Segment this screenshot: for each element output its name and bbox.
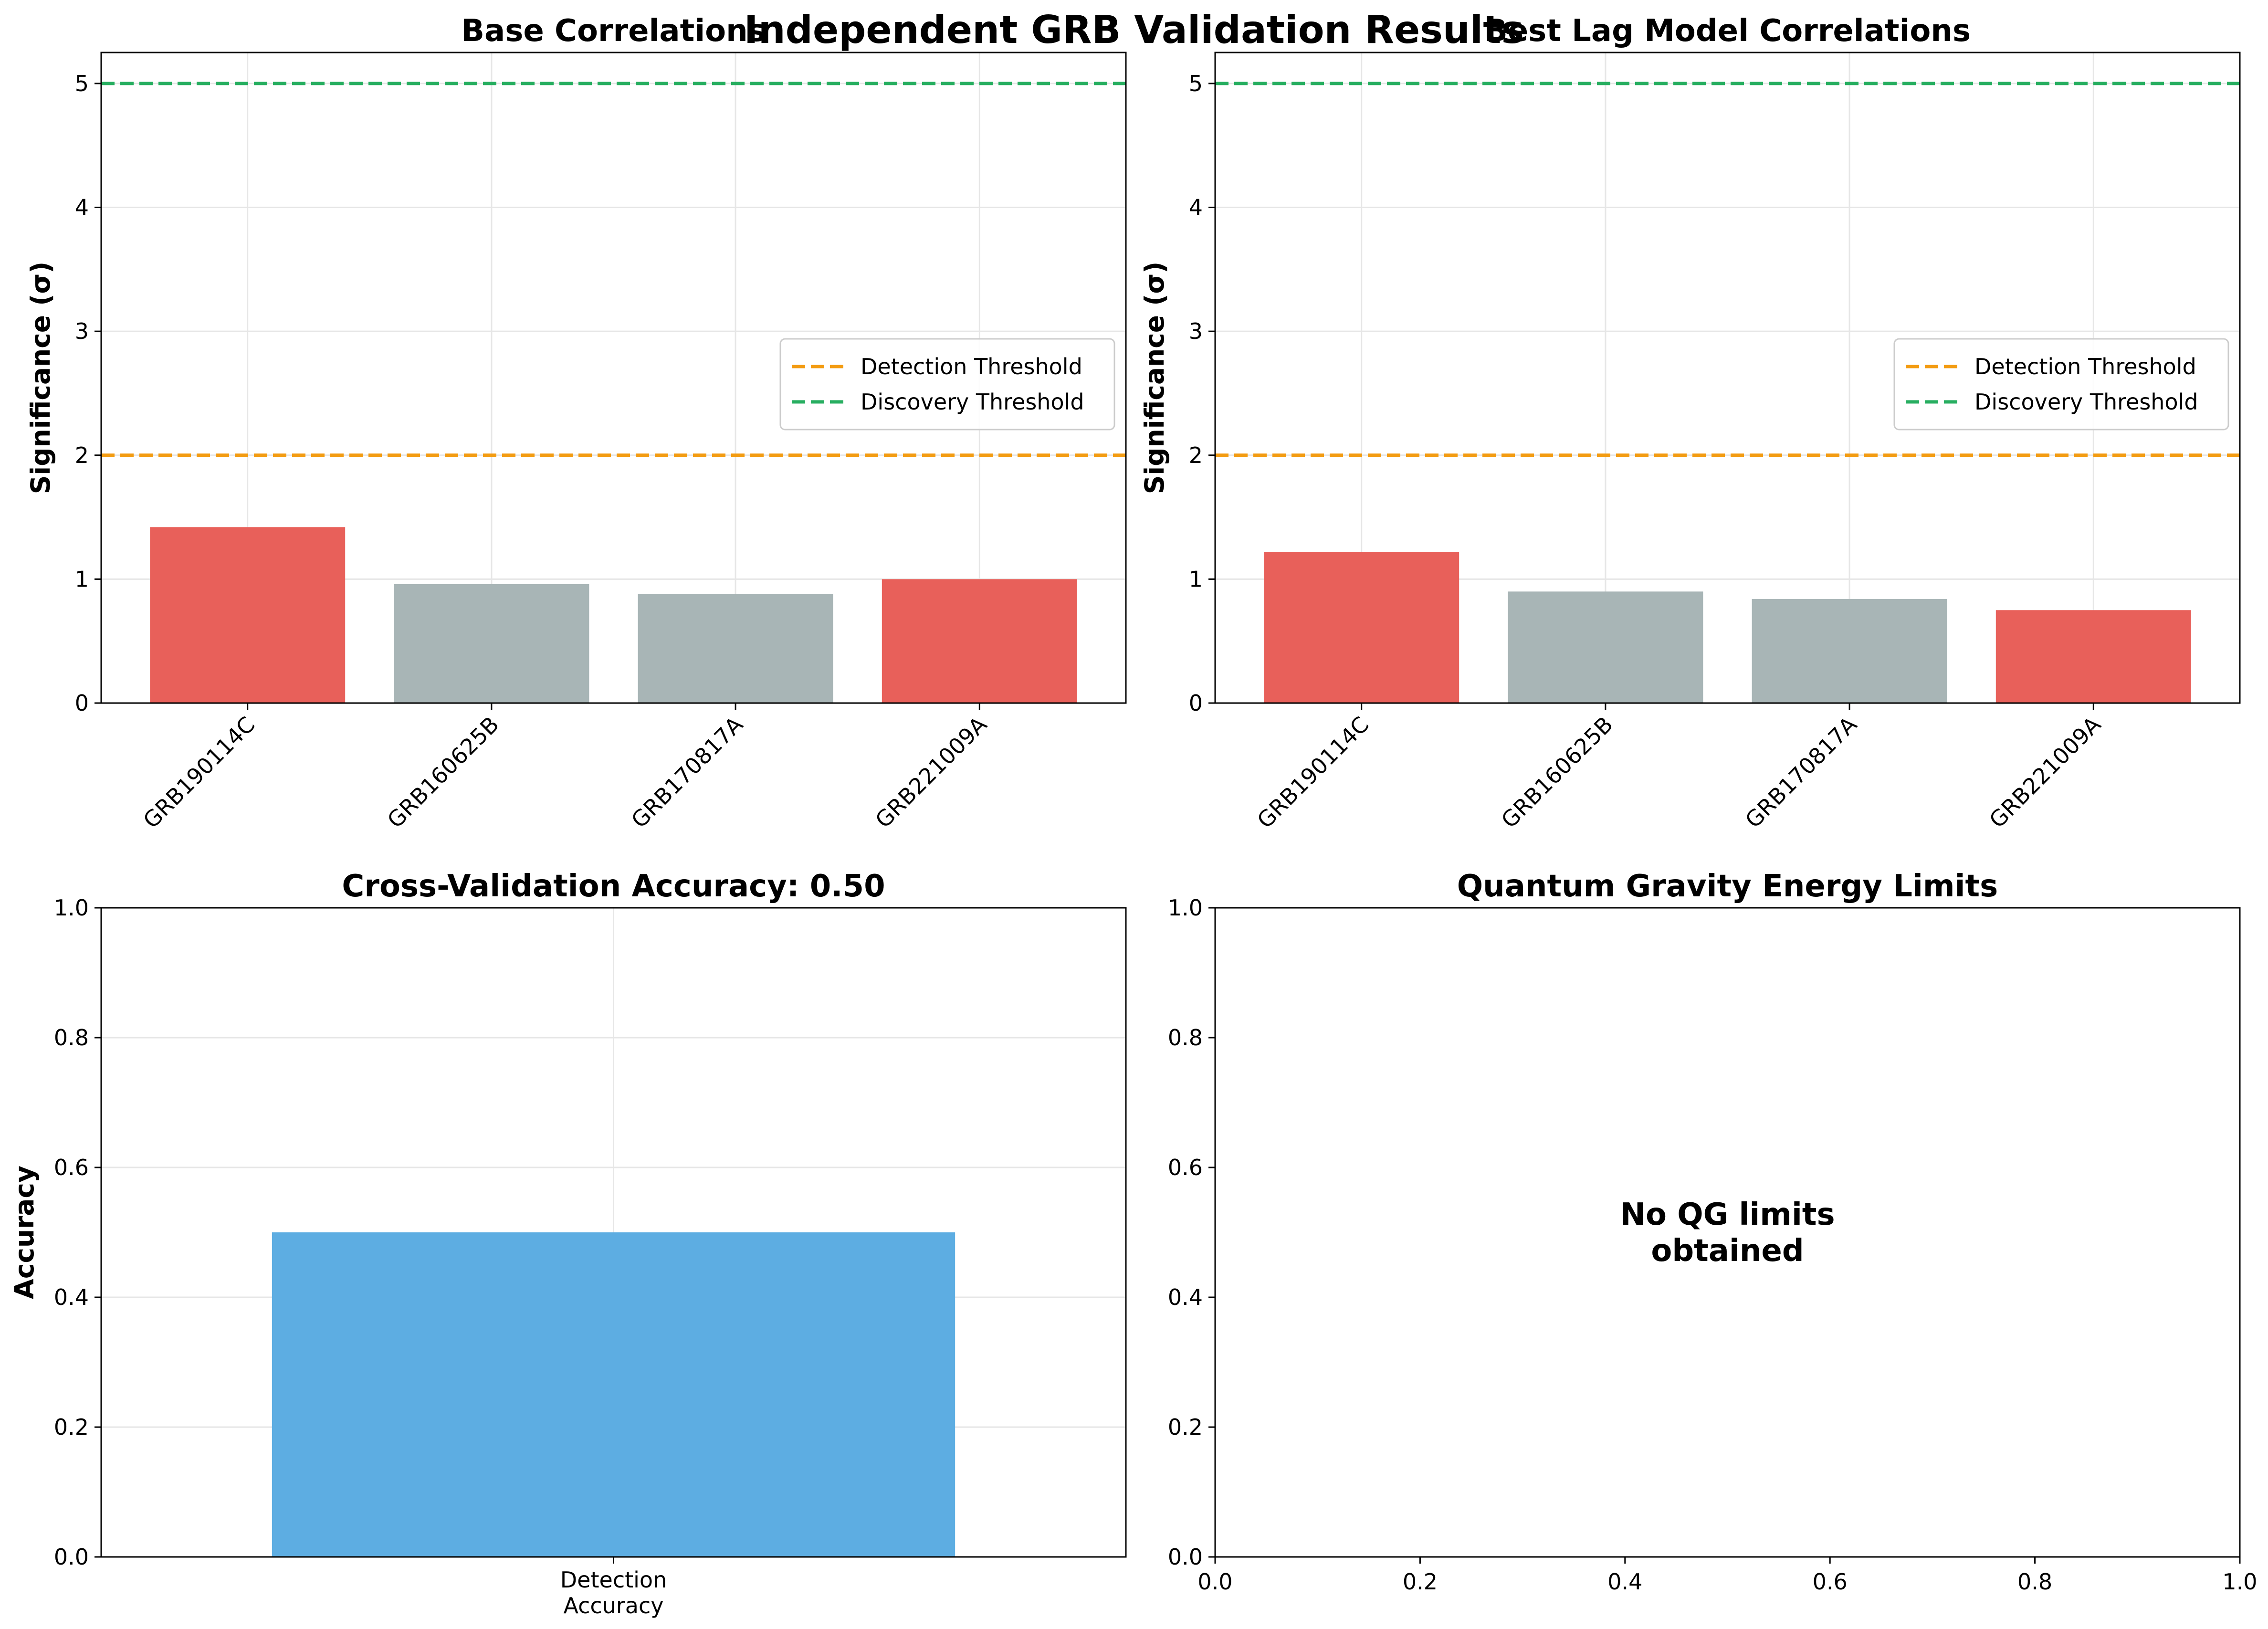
y-tick-label: 3	[75, 318, 89, 344]
y-axis-label: Significance (σ)	[1139, 262, 1170, 494]
x-tick-label-line: Accuracy	[563, 1593, 663, 1618]
bar	[1264, 552, 1460, 703]
x-tick-label: 0.6	[1813, 1569, 1848, 1595]
bar	[882, 579, 1077, 703]
legend: Detection Threshold Discovery Threshold	[779, 338, 1115, 431]
y-tick-label: 0.4	[1168, 1284, 1203, 1310]
y-tick-label: 0.6	[1168, 1155, 1203, 1180]
y-tick-label: 0.2	[1168, 1414, 1203, 1440]
x-tick-label: 0.4	[1607, 1569, 1642, 1595]
x-tick-label: 1.0	[2222, 1569, 2257, 1595]
legend: Detection Threshold Discovery Threshold	[1893, 338, 2229, 431]
bar	[1508, 591, 1703, 703]
legend-label: Discovery Threshold	[1974, 389, 2198, 415]
panel-title: Best Lag Model Correlations	[1484, 13, 1971, 49]
y-tick-label: 0.0	[1168, 1544, 1203, 1570]
y-axis-label: Significance (σ)	[25, 262, 56, 494]
panel-title: Quantum Gravity Energy Limits	[1457, 869, 1998, 904]
y-tick-label: 0.2	[54, 1414, 89, 1440]
bar	[394, 584, 589, 703]
x-tick-label: 0.2	[1403, 1569, 1438, 1595]
legend-box	[779, 338, 1115, 431]
no-limits-message-line: No QG limits	[1620, 1197, 1835, 1232]
y-tick-label: 0.8	[1168, 1025, 1203, 1051]
bar	[1995, 610, 2191, 703]
bar	[272, 1232, 956, 1557]
y-tick-label: 4	[1189, 195, 1203, 221]
bar	[150, 527, 346, 703]
legend-label: Detection Threshold	[1974, 354, 2196, 379]
y-tick-label: 2	[1189, 442, 1203, 468]
panel-4: 0.0 0.2 0.4 0.6 0.8 1.0 0.0 0.2 0.4 0.6 0.8 1.0 Quan…	[1168, 869, 2258, 1595]
y-tick-label: 1.0	[54, 895, 89, 921]
y-tick-label: 1	[75, 566, 89, 592]
legend-box	[1893, 338, 2229, 431]
y-tick-label: 0.8	[54, 1025, 89, 1051]
bar	[638, 594, 833, 703]
legend-label: Detection Threshold	[861, 354, 1082, 379]
x-tick-label: 0.0	[1197, 1569, 1232, 1595]
x-tick-label-line: Detection	[560, 1567, 667, 1593]
y-tick-label: 1	[1189, 566, 1203, 592]
no-limits-message: No QG limits obtained	[1620, 1197, 1835, 1269]
y-tick-label: 0.4	[54, 1284, 89, 1310]
panel-title: Base Correlations	[461, 13, 766, 49]
panel-title: Cross-Validation Accuracy: 0.50	[342, 869, 885, 904]
y-tick-label: 0.0	[54, 1544, 89, 1570]
bar	[1752, 599, 1947, 703]
y-tick-label: 2	[75, 442, 89, 468]
y-tick-label: 0.6	[54, 1155, 89, 1180]
axes-frame	[1214, 907, 2241, 1558]
no-limits-message-line: obtained	[1651, 1233, 1804, 1269]
y-axis-label: Accuracy	[9, 1166, 40, 1299]
figure-suptitle: Independent GRB Validation Results	[744, 8, 1524, 52]
axes-frame	[100, 52, 1127, 704]
axes-frame	[1214, 52, 2241, 704]
y-tick-label: 5	[1189, 71, 1203, 96]
y-tick-label: 4	[75, 195, 89, 221]
x-tick-label: 0.8	[2017, 1569, 2052, 1595]
y-tick-label: 5	[75, 71, 89, 96]
y-tick-label: 0	[1189, 690, 1203, 716]
y-tick-label: 1.0	[1168, 895, 1203, 921]
y-tick-label: 3	[1189, 318, 1203, 344]
x-tick-label: Detection Accuracy	[560, 1567, 667, 1618]
legend-label: Discovery Threshold	[861, 389, 1084, 415]
y-tick-label: 0	[75, 690, 89, 716]
